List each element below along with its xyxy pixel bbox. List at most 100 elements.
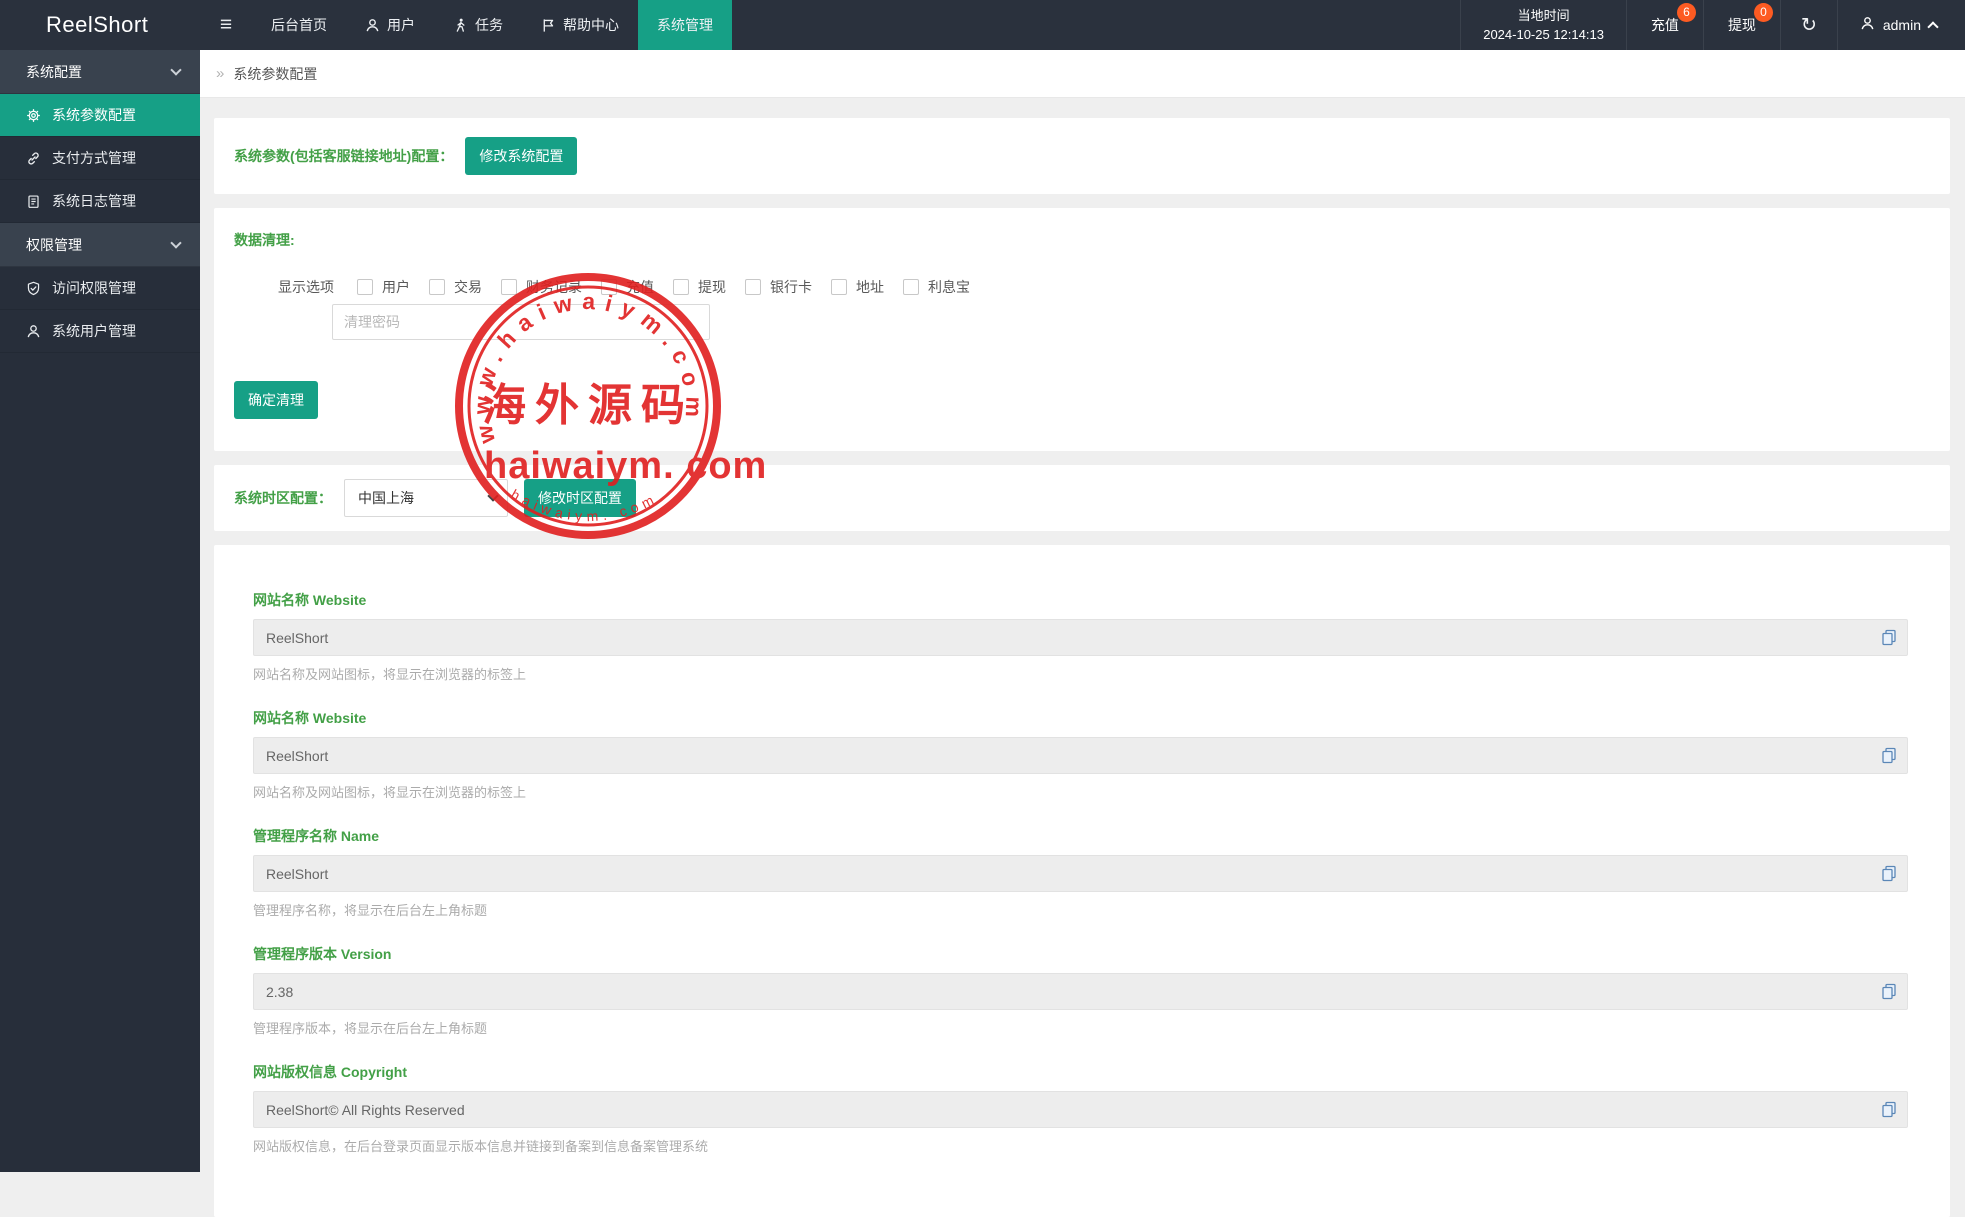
form-field-copyright: 网站版权信息 Copyright 网站版权信息，在后台登录页面显示版本信息并链接… bbox=[253, 1062, 1908, 1155]
user-icon bbox=[26, 324, 41, 339]
form-field-website-name-2: 网站名称 Website 网站名称及网站图标，将显示在浏览器的标签上 bbox=[253, 708, 1908, 801]
nav-item-system-management[interactable]: 系统管理 bbox=[638, 0, 732, 50]
checkbox-label: 银行卡 bbox=[770, 277, 812, 297]
checkbox[interactable] bbox=[429, 279, 445, 295]
app-logo[interactable]: ReelShort bbox=[0, 0, 200, 50]
sidebar-group-label: 系统配置 bbox=[26, 62, 82, 82]
timezone-card: 系统时区配置： 中国上海 修改时区配置 bbox=[214, 465, 1950, 531]
website-name-input-2[interactable] bbox=[253, 737, 1908, 774]
checkbox-option-bank-card[interactable]: 银行卡 bbox=[745, 277, 812, 297]
checkbox[interactable] bbox=[745, 279, 761, 295]
user-icon bbox=[365, 18, 380, 33]
recharge-badge: 6 bbox=[1677, 3, 1696, 22]
navbar-right: 当地时间 2024-10-25 12:14:13 充值 6 提现 0 ↻ adm… bbox=[1460, 0, 1965, 50]
nav-item-tasks[interactable]: 任务 bbox=[434, 0, 522, 50]
checkbox-option-address[interactable]: 地址 bbox=[831, 277, 884, 297]
nav-item-dashboard[interactable]: 后台首页 bbox=[252, 0, 346, 50]
checkbox-label: 充值 bbox=[626, 277, 654, 297]
sidebar-item-system-params[interactable]: 系统参数配置 bbox=[0, 94, 200, 137]
field-label: 网站名称 Website bbox=[253, 708, 1908, 728]
copyright-input[interactable] bbox=[253, 1091, 1908, 1128]
chevron-up-icon bbox=[1927, 21, 1938, 32]
sidebar-item-payment-methods[interactable]: 支付方式管理 bbox=[0, 137, 200, 180]
timezone-select[interactable]: 中国上海 bbox=[344, 479, 508, 517]
sidebar-item-system-logs[interactable]: 系统日志管理 bbox=[0, 180, 200, 223]
withdraw-button[interactable]: 提现 0 bbox=[1704, 0, 1781, 50]
nav-item-label: 用户 bbox=[387, 15, 415, 35]
checkbox-label: 提现 bbox=[698, 277, 726, 297]
checkbox[interactable] bbox=[501, 279, 517, 295]
local-time-value: 2024-10-25 12:14:13 bbox=[1483, 25, 1604, 44]
chevron-down-icon bbox=[487, 490, 498, 501]
nav-item-help-center[interactable]: 帮助中心 bbox=[522, 0, 638, 50]
nav-item-users[interactable]: 用户 bbox=[346, 0, 434, 50]
field-hint: 网站名称及网站图标，将显示在浏览器的标签上 bbox=[253, 664, 1908, 683]
modify-timezone-button[interactable]: 修改时区配置 bbox=[524, 479, 636, 517]
sidebar-toggle-icon[interactable]: ≡ bbox=[200, 0, 252, 50]
checkbox-option-trade[interactable]: 交易 bbox=[429, 277, 482, 297]
main-area: » 系统参数配置 系统参数(包括客服链接地址)配置： 修改系统配置 数据清理: … bbox=[200, 0, 1965, 1172]
task-walker-icon bbox=[453, 18, 468, 33]
withdraw-badge: 0 bbox=[1754, 3, 1773, 22]
checkbox-label: 利息宝 bbox=[928, 277, 970, 297]
admin-version-input[interactable] bbox=[253, 973, 1908, 1010]
checkbox[interactable] bbox=[601, 279, 617, 295]
copy-icon[interactable] bbox=[1877, 980, 1901, 1004]
checkbox-option-interest[interactable]: 利息宝 bbox=[903, 277, 970, 297]
main-menu: 后台首页 用户 任务 帮助中心 系统管理 bbox=[252, 0, 732, 50]
field-hint: 管理程序名称，将显示在后台左上角标题 bbox=[253, 900, 1908, 919]
checkbox-label: 交易 bbox=[454, 277, 482, 297]
form-field-website-name-1: 网站名称 Website 网站名称及网站图标，将显示在浏览器的标签上 bbox=[253, 590, 1908, 683]
sidebar-item-system-users[interactable]: 系统用户管理 bbox=[0, 310, 200, 353]
recharge-button[interactable]: 充值 6 bbox=[1627, 0, 1704, 50]
sidebar-group-system-config[interactable]: 系统配置 bbox=[0, 50, 200, 94]
timezone-selected-value: 中国上海 bbox=[358, 488, 414, 508]
link-icon bbox=[26, 151, 41, 166]
field-hint: 管理程序版本，将显示在后台左上角标题 bbox=[253, 1018, 1908, 1037]
sidebar-item-label: 访问权限管理 bbox=[52, 278, 136, 298]
local-time-label: 当地时间 bbox=[1518, 6, 1570, 25]
recharge-label: 充值 bbox=[1651, 15, 1679, 35]
clean-options-row: 显示选项 用户 交易 财务记录 充值 bbox=[278, 277, 1930, 297]
form-field-admin-name: 管理程序名称 Name 管理程序名称，将显示在后台左上角标题 bbox=[253, 826, 1908, 919]
copy-icon[interactable] bbox=[1877, 862, 1901, 886]
sidebar-group-permissions[interactable]: 权限管理 bbox=[0, 223, 200, 267]
copy-icon[interactable] bbox=[1877, 1098, 1901, 1122]
nav-item-label: 系统管理 bbox=[657, 15, 713, 35]
chevron-down-icon bbox=[170, 237, 181, 248]
admin-name-input[interactable] bbox=[253, 855, 1908, 892]
checkbox[interactable] bbox=[673, 279, 689, 295]
checkbox-option-recharge[interactable]: 充值 bbox=[601, 277, 654, 297]
field-label: 网站版权信息 Copyright bbox=[253, 1062, 1908, 1082]
field-label: 管理程序名称 Name bbox=[253, 826, 1908, 846]
local-time: 当地时间 2024-10-25 12:14:13 bbox=[1460, 0, 1627, 50]
settings-form-card: 网站名称 Website 网站名称及网站图标，将显示在浏览器的标签上 网站名称 … bbox=[214, 545, 1950, 1217]
clean-password-input[interactable] bbox=[332, 304, 710, 340]
checkbox-option-withdraw[interactable]: 提现 bbox=[673, 277, 726, 297]
data-clean-title: 数据清理: bbox=[234, 230, 1930, 250]
system-params-card: 系统参数(包括客服链接地址)配置： 修改系统配置 bbox=[214, 118, 1950, 194]
log-icon bbox=[26, 194, 41, 209]
field-label: 管理程序版本 Version bbox=[253, 944, 1908, 964]
checkbox-option-finance-records[interactable]: 财务记录 bbox=[501, 277, 582, 297]
form-field-admin-version: 管理程序版本 Version 管理程序版本，将显示在后台左上角标题 bbox=[253, 944, 1908, 1037]
copy-icon[interactable] bbox=[1877, 626, 1901, 650]
sidebar-item-label: 系统参数配置 bbox=[52, 105, 136, 125]
checkbox[interactable] bbox=[357, 279, 373, 295]
field-label: 网站名称 Website bbox=[253, 590, 1908, 610]
sidebar-item-access-permissions[interactable]: 访问权限管理 bbox=[0, 267, 200, 310]
checkbox-option-user[interactable]: 用户 bbox=[357, 277, 410, 297]
checkbox[interactable] bbox=[831, 279, 847, 295]
withdraw-label: 提现 bbox=[1728, 15, 1756, 35]
admin-menu[interactable]: admin bbox=[1838, 0, 1965, 50]
website-name-input[interactable] bbox=[253, 619, 1908, 656]
options-label: 显示选项 bbox=[278, 277, 334, 297]
breadcrumb-arrow-icon: » bbox=[216, 65, 224, 82]
refresh-icon[interactable]: ↻ bbox=[1781, 0, 1838, 50]
copy-icon[interactable] bbox=[1877, 744, 1901, 768]
nav-item-label: 帮助中心 bbox=[563, 15, 619, 35]
modify-system-config-button[interactable]: 修改系统配置 bbox=[465, 137, 577, 175]
checkbox-label: 地址 bbox=[856, 277, 884, 297]
checkbox[interactable] bbox=[903, 279, 919, 295]
confirm-clean-button[interactable]: 确定清理 bbox=[234, 381, 318, 419]
